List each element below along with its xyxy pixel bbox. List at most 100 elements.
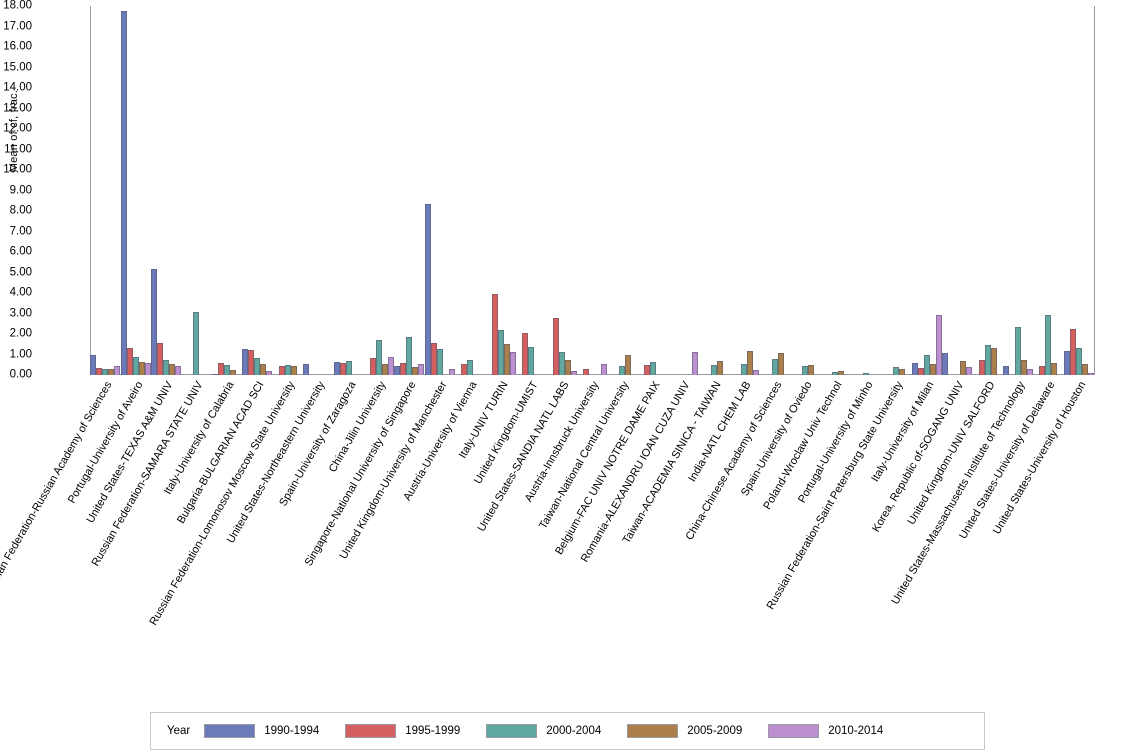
bar xyxy=(126,348,133,375)
bar-group xyxy=(851,6,881,375)
bar xyxy=(120,11,127,375)
x-axis-tick-label-text: Singapore-National University of Singapo… xyxy=(303,379,419,569)
bar xyxy=(777,353,784,375)
bar xyxy=(741,363,748,375)
bar xyxy=(911,362,918,375)
x-axis-tick-label-text: United States-University of Delaware xyxy=(957,379,1058,542)
y-axis-tick-label: 13.00 xyxy=(3,101,32,114)
y-axis-tick-label: 12.00 xyxy=(3,122,32,135)
bar-group xyxy=(333,6,363,375)
bar xyxy=(1069,328,1076,375)
bar xyxy=(747,351,754,375)
x-axis-tick-label-text: United States-TEXAS A&M UNIV xyxy=(84,379,176,526)
bar xyxy=(1045,314,1052,375)
legend-item[interactable]: 2010-2014 xyxy=(768,724,883,738)
bar xyxy=(424,203,431,375)
x-axis-tick-label-text: Austria-University of Vienna xyxy=(401,379,480,503)
bar xyxy=(229,369,236,375)
bar xyxy=(966,366,973,375)
bar xyxy=(418,363,425,375)
legend-item[interactable]: 2005-2009 xyxy=(627,724,742,738)
bar xyxy=(284,364,291,375)
bar xyxy=(467,359,474,375)
bar xyxy=(509,352,516,375)
bar xyxy=(917,367,924,375)
y-axis-tick-label: 17.00 xyxy=(3,19,32,32)
bar xyxy=(807,364,814,375)
x-axis-tick-label-text: Taiwan-ACADEMIA SINICA - TAIWAN xyxy=(620,379,724,546)
x-axis-tick-label-text: Russian Federation-Lomonosov Moscow Stat… xyxy=(147,379,298,628)
bar-group xyxy=(972,6,1002,375)
bar xyxy=(990,348,997,375)
bar-group xyxy=(942,6,973,375)
bar-group xyxy=(181,6,211,375)
bar xyxy=(448,368,455,375)
bar xyxy=(929,363,936,375)
bar xyxy=(333,361,340,375)
bar xyxy=(217,362,224,375)
y-axis-tick-label: 9.00 xyxy=(9,183,32,196)
bar-group xyxy=(120,6,151,375)
plot-right-border xyxy=(1094,6,1095,375)
bar xyxy=(406,337,413,375)
bar-group xyxy=(577,6,607,375)
bar xyxy=(899,368,906,375)
bar xyxy=(600,363,607,375)
legend-item[interactable]: 1990-1994 xyxy=(204,724,319,738)
bar xyxy=(260,363,267,375)
legend-item-label: 2010-2014 xyxy=(828,725,884,737)
bar xyxy=(643,364,650,375)
bar-group xyxy=(607,6,637,375)
bar xyxy=(382,363,389,375)
y-axis-tick-label: 0.00 xyxy=(9,368,32,381)
bar xyxy=(430,343,437,375)
bar xyxy=(570,370,577,375)
bar xyxy=(303,363,310,375)
legend-item[interactable]: 1995-1999 xyxy=(345,724,460,738)
bar-group xyxy=(881,6,911,375)
bar xyxy=(619,365,626,375)
legend-item-label: 1995-1999 xyxy=(405,725,461,737)
bar xyxy=(266,370,273,375)
legend-item-label: 1990-1994 xyxy=(264,725,320,737)
x-axis-tick-label-text: Korea, Republic of-SOGANG UNIV xyxy=(870,379,967,535)
bar-group xyxy=(1002,6,1033,375)
x-axis-tick-label-text: Russian Federation-Saint Petersburg Stat… xyxy=(764,379,906,612)
bar xyxy=(412,366,419,375)
y-axis-line xyxy=(90,6,91,375)
bar-group xyxy=(1033,6,1063,375)
bar xyxy=(151,269,158,375)
bar xyxy=(1002,365,1009,375)
bar xyxy=(893,366,900,375)
bar-group xyxy=(911,6,942,375)
legend-item[interactable]: 2000-2004 xyxy=(486,724,601,738)
bar-group xyxy=(546,6,577,375)
legend-items: 1990-1994 1995-1999 2000-2004 2005-2009 2010… xyxy=(204,724,909,738)
bar xyxy=(1051,362,1058,375)
bar xyxy=(1014,326,1021,375)
y-axis-tick-label: 1.00 xyxy=(9,347,32,360)
bar xyxy=(692,352,699,375)
x-axis-tick-label-text: Spain-University of Zaragoza xyxy=(276,379,359,509)
bar-group xyxy=(486,6,516,375)
bar xyxy=(984,345,991,375)
bar xyxy=(193,312,200,375)
bar xyxy=(102,368,109,375)
y-axis-tick-label: 11.00 xyxy=(4,142,32,155)
bar xyxy=(862,372,869,375)
bar xyxy=(436,349,443,375)
bar xyxy=(1063,351,1070,375)
bar xyxy=(169,363,176,375)
bar xyxy=(503,344,510,375)
bar xyxy=(942,353,949,375)
bar xyxy=(163,359,170,375)
legend-item-label: 2000-2004 xyxy=(546,725,602,737)
bar xyxy=(157,343,164,375)
bar xyxy=(211,373,218,375)
x-axis-tick-label-text: United Kingdom-UMIST xyxy=(472,379,541,487)
bar xyxy=(832,371,839,375)
bar-groups xyxy=(90,6,1094,375)
bar xyxy=(923,354,930,375)
bar xyxy=(625,354,632,375)
y-axis-tick-label: 4.00 xyxy=(9,286,32,299)
